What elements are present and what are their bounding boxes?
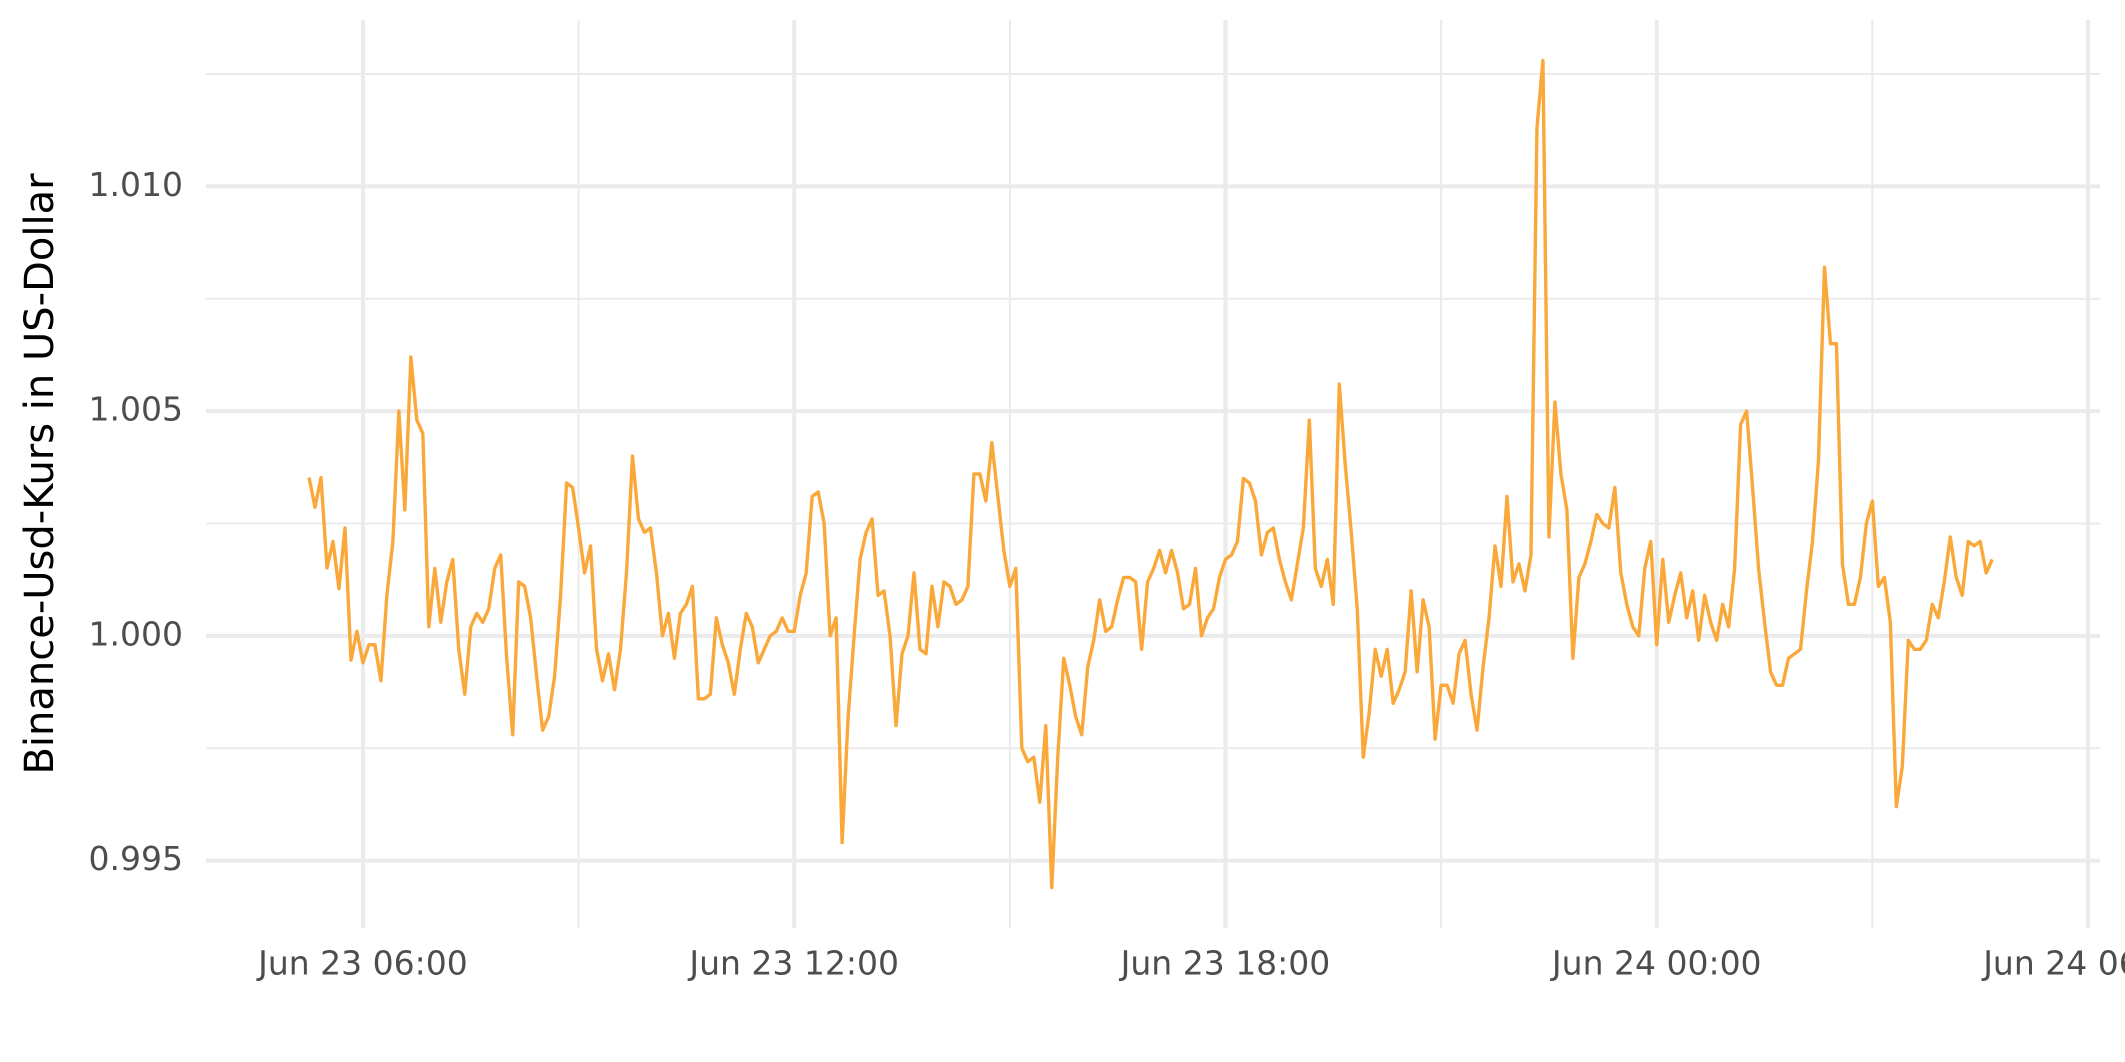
x-tick-label: Jun 24 06:00 <box>1981 944 2125 983</box>
y-axis-title: Binance-Usd-Kurs in US-Dollar <box>17 173 63 775</box>
x-tick-label: Jun 23 12:00 <box>687 944 899 983</box>
y-tick-label: 1.010 <box>89 165 183 204</box>
x-tick-label: Jun 23 18:00 <box>1119 944 1331 983</box>
x-tick-label: Jun 24 00:00 <box>1550 944 1762 983</box>
y-tick-label: 1.005 <box>89 390 183 429</box>
plot-area <box>307 58 1994 890</box>
price-line <box>307 58 1994 890</box>
grid <box>206 20 2100 928</box>
y-tick-label: 0.995 <box>89 839 183 878</box>
y-tick-label: 1.000 <box>89 614 183 653</box>
x-tick-label: Jun 23 06:00 <box>256 944 468 983</box>
